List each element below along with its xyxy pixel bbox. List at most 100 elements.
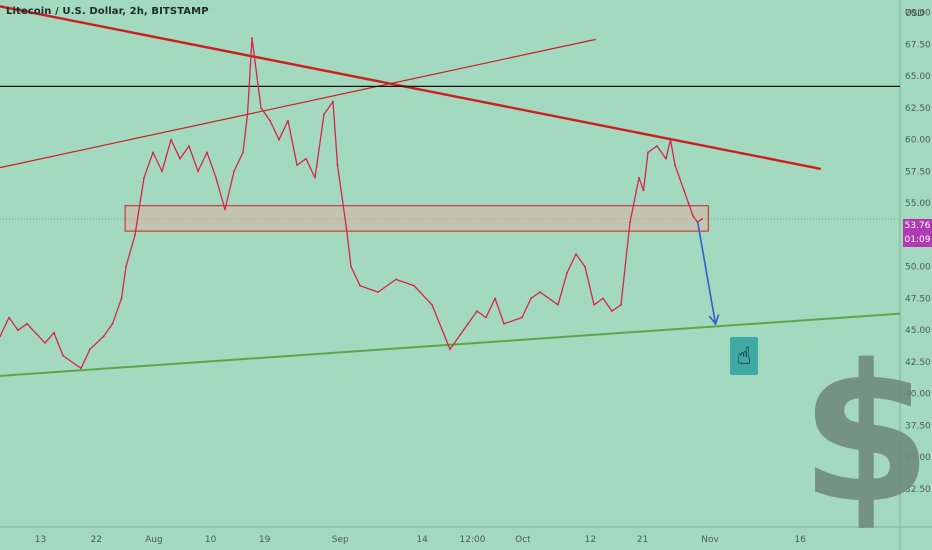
price-point: [179, 157, 181, 160]
price-point: [260, 107, 262, 109]
price-point: [0, 335, 1, 338]
price-point: [629, 221, 631, 224]
price-point: [206, 151, 208, 154]
x-tick-label-11: Nov: [701, 535, 719, 545]
price-point: [336, 164, 339, 166]
price-point: [26, 322, 28, 325]
x-tick-label-9: 12: [585, 535, 596, 545]
x-tick-label-8: Oct: [515, 535, 531, 545]
price-point: [665, 157, 667, 160]
price-point: [413, 284, 415, 287]
price-point: [143, 176, 145, 179]
y-tick-label-12: 62.50: [905, 104, 931, 114]
price-point: [669, 138, 672, 141]
y-tick-label-6: 47.50: [905, 294, 931, 304]
y-tick-label-10: 57.50: [905, 167, 931, 177]
x-tick-label-2: Aug: [145, 535, 163, 545]
price-point: [431, 303, 433, 306]
price-point: [620, 303, 622, 306]
pointing-hand-icon[interactable]: ☝: [730, 337, 758, 375]
price-point: [503, 322, 505, 325]
y-tick-label-11: 60.00: [905, 136, 931, 146]
price-point: [161, 170, 163, 173]
price-point: [674, 164, 676, 166]
price-point: [566, 272, 568, 274]
price-point: [521, 316, 523, 319]
price-point: [530, 297, 532, 300]
price-point: [278, 138, 280, 141]
price-point: [8, 316, 10, 319]
y-tick-label-7: 50.00: [905, 263, 931, 273]
price-point: [242, 151, 244, 154]
price-point: [485, 316, 487, 319]
countdown-badge: 01:09: [903, 233, 932, 247]
price-point: [642, 189, 645, 192]
arrow-head: [708, 314, 720, 326]
price-point: [111, 322, 114, 325]
y-tick-label-0: 32.50: [905, 485, 931, 495]
price-point: [89, 348, 91, 351]
price-point: [125, 265, 127, 268]
price-point: [656, 145, 658, 147]
price-point: [647, 151, 649, 154]
x-tick-label-5: Sep: [332, 535, 349, 545]
currency-label: USD: [905, 9, 925, 19]
price-point: [224, 208, 226, 211]
price-point: [134, 234, 136, 236]
y-tick-label-14: 67.50: [905, 40, 931, 50]
y-tick-label-15: 70.00: [905, 9, 931, 19]
price-point: [494, 297, 496, 300]
price-point: [377, 291, 379, 293]
price-point: [251, 37, 253, 39]
price-point: [287, 119, 289, 122]
price-point: [476, 310, 478, 313]
price-point: [611, 310, 613, 313]
price-point: [638, 176, 640, 179]
price-point: [683, 189, 685, 192]
price-point: [687, 202, 690, 205]
price-point: [170, 138, 172, 141]
projection-arrow: [696, 220, 717, 324]
x-tick-label-0: 13: [35, 535, 46, 545]
price-point: [80, 367, 82, 370]
x-tick-label-10: 21: [637, 535, 648, 545]
y-tick-label-5: 45.00: [905, 326, 931, 336]
price-point: [395, 278, 397, 281]
dollar-sign-icon: $: [800, 324, 932, 545]
x-tick-label-12: 16: [794, 535, 806, 545]
y-tick-label-4: 42.50: [905, 358, 931, 368]
price-point: [296, 164, 298, 166]
price-point: [323, 113, 325, 116]
descending-resistance: [0, 5, 822, 171]
chart-title: Litecoin / U.S. Dollar, 2h, BITSTAMP: [6, 6, 209, 17]
thin-rising-line: [0, 38, 596, 169]
price-point: [575, 253, 577, 255]
price-point: [305, 157, 307, 160]
price-point: [314, 176, 316, 179]
price-point: [345, 227, 348, 230]
price-point: [584, 265, 586, 268]
price-point: [215, 176, 217, 179]
y-tick-label-2: 37.50: [905, 421, 931, 431]
price-point: [692, 214, 694, 217]
price-point: [152, 151, 154, 154]
support-zone: [124, 205, 709, 232]
rising-support: [0, 312, 901, 377]
price-point: [539, 291, 541, 293]
y-tick-label-13: 65.00: [905, 72, 931, 82]
x-tick-label-3: 10: [205, 535, 217, 545]
price-point: [593, 303, 595, 306]
y-tick-label-1: 35.00: [905, 453, 931, 463]
last-price-badge: 53.76: [903, 219, 932, 233]
price-point: [197, 170, 199, 173]
price-series-line: [0, 37, 703, 369]
price-point: [359, 284, 361, 287]
price-point: [53, 331, 55, 334]
price-point: [467, 322, 469, 325]
price-point: [557, 303, 559, 306]
y-tick-label-3: 40.00: [905, 390, 931, 400]
x-tick-label-7: 12:00: [460, 535, 486, 545]
x-tick-label-1: 22: [91, 535, 102, 545]
